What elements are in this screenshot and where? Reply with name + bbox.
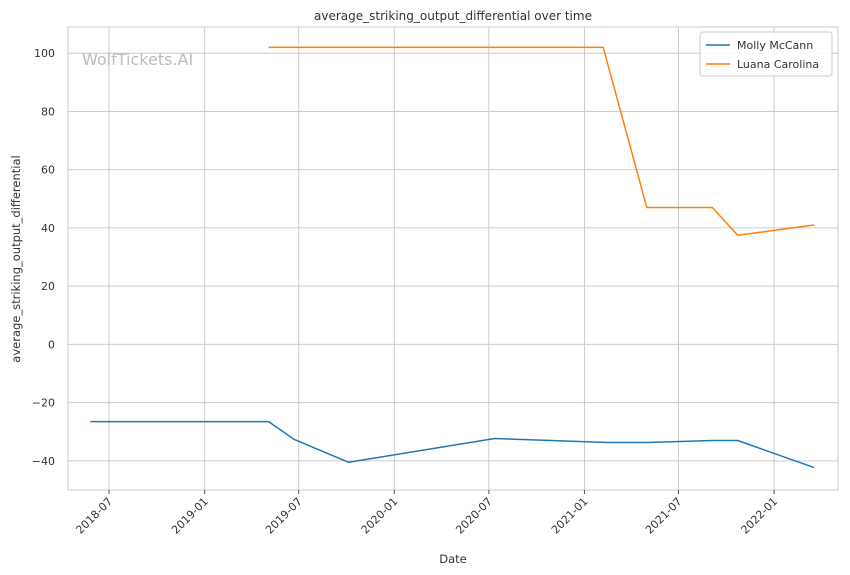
x-tick-label: 2020-01	[359, 495, 401, 537]
x-axis-label: Date	[439, 552, 467, 566]
y-axis-tick-labels: −40 −20 0 20 40 60 80 100	[32, 47, 55, 468]
series-layer	[90, 46, 815, 469]
y-gridlines	[68, 52, 838, 462]
legend: Molly McCann Luana Carolina	[699, 31, 833, 77]
y-tick-label: −40	[32, 455, 55, 468]
y-tick-label: −20	[32, 397, 55, 410]
legend-box	[699, 31, 833, 77]
x-axis-tick-labels: 2018-07 2019-01 2019-07 2020-01 2020-07 2021-…	[73, 490, 780, 537]
x-tick-label: 2021-07	[643, 495, 685, 537]
x-tick-label: 2019-01	[169, 495, 211, 537]
y-tick-label: 0	[48, 338, 55, 351]
y-tick-label: 80	[41, 105, 55, 118]
y-tick-label: 20	[41, 280, 55, 293]
watermark: WolfTickets.AI	[82, 50, 193, 69]
series-line-luana-carolina	[268, 46, 815, 236]
x-tick-label: 2018-07	[73, 495, 115, 537]
legend-label-luana-carolina: Luana Carolina	[737, 58, 819, 71]
x-tick-label: 2021-01	[549, 495, 591, 537]
x-tick-label: 2019-07	[263, 495, 305, 537]
x-gridlines	[108, 27, 775, 490]
series-line-molly-mccann	[90, 420, 815, 469]
y-tick-label: 100	[34, 47, 55, 60]
legend-label-molly-mccann: Molly McCann	[737, 39, 813, 52]
chart-title: average_striking_output_differential ove…	[314, 9, 592, 23]
y-tick-label: 60	[41, 164, 55, 177]
y-tick-label: 40	[41, 222, 55, 235]
plot-area	[67, 26, 839, 491]
x-tick-label: 2022-01	[739, 495, 781, 537]
y-axis-label: average_striking_output_differential	[9, 155, 23, 362]
x-tick-label: 2020-07	[453, 495, 495, 537]
